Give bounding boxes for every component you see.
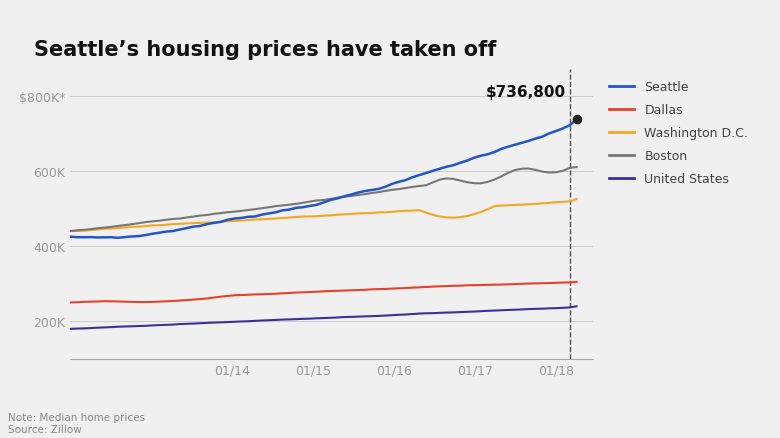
Text: Seattle’s housing prices have taken off: Seattle’s housing prices have taken off	[34, 40, 496, 60]
Legend: Seattle, Dallas, Washington D.C., Boston, United States: Seattle, Dallas, Washington D.C., Boston…	[604, 76, 753, 191]
Text: $736,800: $736,800	[486, 85, 566, 100]
Point	[570, 117, 583, 124]
Text: Note: Median home prices
Source: Zillow: Note: Median home prices Source: Zillow	[8, 412, 145, 434]
